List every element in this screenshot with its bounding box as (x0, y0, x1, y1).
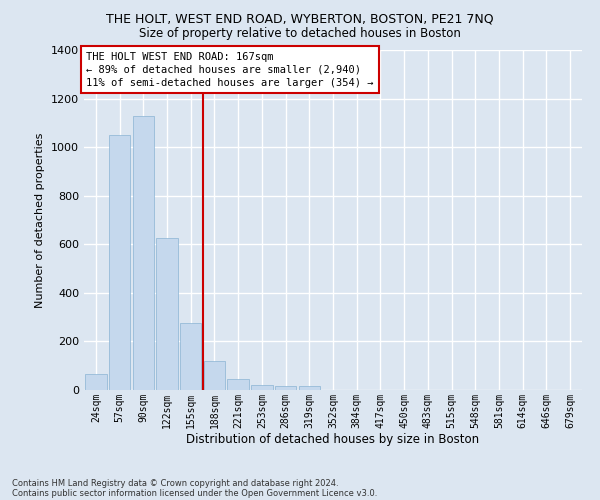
Bar (133, 116, 154, 390)
Bar (251, 384, 272, 390)
Bar (109, 135, 130, 390)
Bar (275, 386, 296, 390)
Bar (85, 374, 107, 390)
Text: Size of property relative to detached houses in Boston: Size of property relative to detached ho… (139, 28, 461, 40)
Bar (227, 379, 249, 390)
Bar (180, 323, 202, 390)
Text: Contains public sector information licensed under the Open Government Licence v3: Contains public sector information licen… (12, 488, 377, 498)
Text: Contains HM Land Registry data © Crown copyright and database right 2024.: Contains HM Land Registry data © Crown c… (12, 478, 338, 488)
Text: THE HOLT WEST END ROAD: 167sqm
← 89% of detached houses are smaller (2,940)
11% : THE HOLT WEST END ROAD: 167sqm ← 89% of … (86, 52, 374, 88)
Text: Distribution of detached houses by size in Boston: Distribution of detached houses by size … (187, 432, 479, 446)
Y-axis label: Number of detached properties: Number of detached properties (35, 132, 46, 308)
Text: THE HOLT, WEST END ROAD, WYBERTON, BOSTON, PE21 7NQ: THE HOLT, WEST END ROAD, WYBERTON, BOSTO… (106, 12, 494, 26)
Bar (157, 238, 178, 390)
Bar (299, 386, 320, 390)
Bar (204, 361, 225, 390)
